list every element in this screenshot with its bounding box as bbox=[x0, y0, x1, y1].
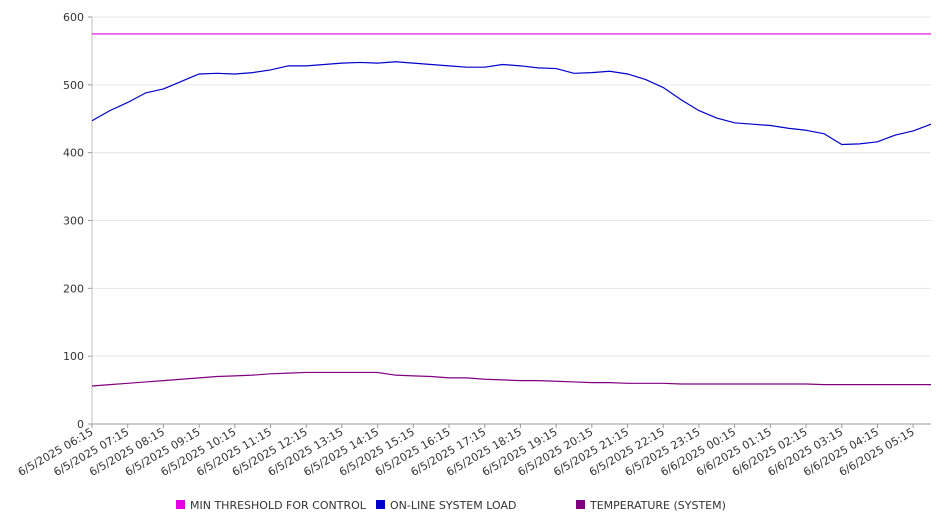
legend-swatch bbox=[576, 500, 585, 509]
grid-layer bbox=[92, 16, 931, 357]
series-line-3 bbox=[91, 371, 931, 387]
legend-label: ON-LINE SYSTEM LOAD bbox=[390, 499, 516, 512]
y-tick-label: 0 bbox=[77, 418, 84, 431]
y-tick-label: 600 bbox=[63, 11, 84, 24]
legend-swatch bbox=[376, 500, 385, 509]
y-tick-label: 400 bbox=[63, 147, 84, 160]
legend-swatch bbox=[176, 500, 185, 509]
y-tick-label: 100 bbox=[63, 350, 84, 363]
y-tick-label: 500 bbox=[63, 79, 84, 92]
series-line-2 bbox=[91, 61, 932, 146]
legend-label: MIN THRESHOLD FOR CONTROL bbox=[190, 499, 367, 512]
y-tick-label: 300 bbox=[63, 215, 84, 228]
legend-label: TEMPERATURE (SYSTEM) bbox=[589, 499, 726, 512]
series-layer bbox=[91, 33, 932, 387]
legend: MIN THRESHOLD FOR CONTROL ON-LINE SYSTEM … bbox=[176, 499, 726, 512]
y-tick-label: 200 bbox=[63, 282, 84, 295]
